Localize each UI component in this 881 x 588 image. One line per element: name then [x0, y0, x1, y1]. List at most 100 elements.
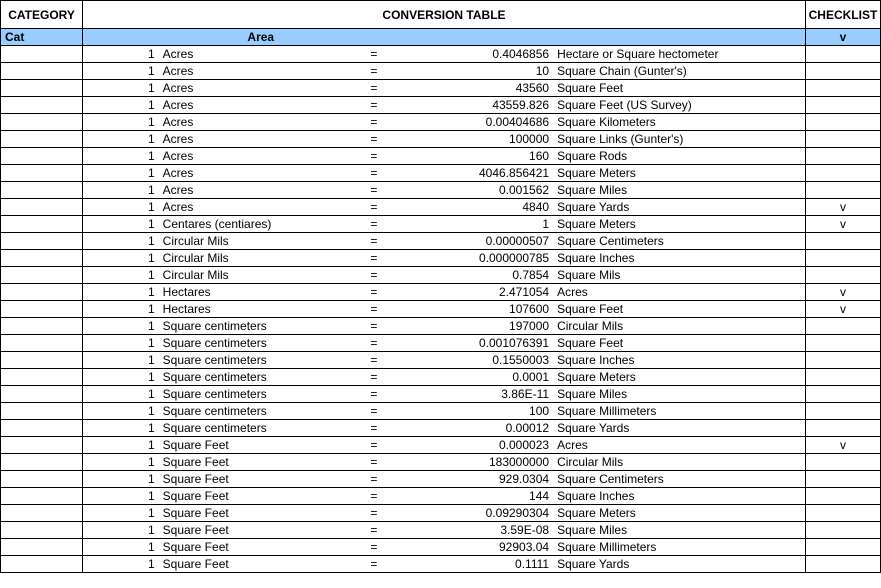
- cell-equals: =: [359, 46, 389, 63]
- cell-checklist: [805, 386, 880, 403]
- header-checklist: CHECKLIST: [805, 1, 880, 29]
- cell-value: 144: [389, 488, 553, 505]
- cell-qty: 1: [83, 352, 159, 369]
- cell-value: 0.00012: [389, 420, 553, 437]
- cell-value: 43560: [389, 80, 553, 97]
- cell-qty: 1: [83, 488, 159, 505]
- cell-checklist: [805, 148, 880, 165]
- header-conversion-table: CONVERSION TABLE: [83, 1, 806, 29]
- cell-value: 2.471054: [389, 284, 553, 301]
- cell-value: 1: [389, 216, 553, 233]
- table-row: 1Acres=100000Square Links (Gunter's): [1, 131, 881, 148]
- cell-category: [1, 471, 83, 488]
- cell-checklist: [805, 352, 880, 369]
- cell-equals: =: [359, 522, 389, 539]
- cell-to-unit: Square Feet: [553, 335, 805, 352]
- cell-category: [1, 437, 83, 454]
- cell-equals: =: [359, 488, 389, 505]
- cell-to-unit: Square Kilometers: [553, 114, 805, 131]
- cell-checklist: [805, 80, 880, 97]
- cell-equals: =: [359, 97, 389, 114]
- cell-value: 100000: [389, 131, 553, 148]
- cell-to-unit: Square Feet: [553, 301, 805, 318]
- cell-category: [1, 97, 83, 114]
- cell-equals: =: [359, 148, 389, 165]
- cell-qty: 1: [83, 301, 159, 318]
- cell-checklist: v: [805, 216, 880, 233]
- cell-qty: 1: [83, 369, 159, 386]
- cell-category: [1, 233, 83, 250]
- cell-from-unit: Square centimeters: [159, 352, 359, 369]
- cell-value: 3.59E-08: [389, 522, 553, 539]
- cell-qty: 1: [83, 165, 159, 182]
- cell-checklist: [805, 131, 880, 148]
- cell-qty: 1: [83, 233, 159, 250]
- cell-value: 0.1550003: [389, 352, 553, 369]
- cell-to-unit: Circular Mils: [553, 454, 805, 471]
- cell-category: [1, 250, 83, 267]
- table-row: 1Acres=4840Square Yardsv: [1, 199, 881, 216]
- cell-category: [1, 131, 83, 148]
- cell-category: [1, 114, 83, 131]
- table-row: 1Square Feet=0.000023Acresv: [1, 437, 881, 454]
- cell-equals: =: [359, 131, 389, 148]
- cell-equals: =: [359, 165, 389, 182]
- cell-value: 160: [389, 148, 553, 165]
- cell-from-unit: Square centimeters: [159, 335, 359, 352]
- cell-category: [1, 63, 83, 80]
- cell-value: 0.4046856: [389, 46, 553, 63]
- cell-value: 100: [389, 403, 553, 420]
- cell-value: 3.86E-11: [389, 386, 553, 403]
- cell-checklist: [805, 63, 880, 80]
- subheader-v: v: [805, 29, 880, 46]
- cell-value: 43559.826: [389, 97, 553, 114]
- cell-checklist: [805, 335, 880, 352]
- cell-category: [1, 505, 83, 522]
- cell-from-unit: Square Feet: [159, 471, 359, 488]
- cell-from-unit: Square Feet: [159, 454, 359, 471]
- cell-to-unit: Square Millimeters: [553, 403, 805, 420]
- cell-equals: =: [359, 284, 389, 301]
- cell-category: [1, 454, 83, 471]
- cell-equals: =: [359, 199, 389, 216]
- cell-qty: 1: [83, 114, 159, 131]
- table-row: 1Centares (centiares)=1Square Metersv: [1, 216, 881, 233]
- cell-equals: =: [359, 454, 389, 471]
- cell-equals: =: [359, 114, 389, 131]
- cell-qty: 1: [83, 454, 159, 471]
- cell-value: 183000000: [389, 454, 553, 471]
- cell-to-unit: Square Meters: [553, 216, 805, 233]
- cell-value: 0.1111: [389, 556, 553, 573]
- cell-equals: =: [359, 437, 389, 454]
- table-row: 1Square centimeters=0.0001Square Meters: [1, 369, 881, 386]
- cell-qty: 1: [83, 386, 159, 403]
- cell-to-unit: Square Inches: [553, 250, 805, 267]
- cell-from-unit: Acres: [159, 63, 359, 80]
- table-row: 1Acres=10Square Chain (Gunter's): [1, 63, 881, 80]
- cell-to-unit: Acres: [553, 437, 805, 454]
- subheader-eq: [359, 29, 389, 46]
- cell-from-unit: Acres: [159, 182, 359, 199]
- cell-category: [1, 148, 83, 165]
- cell-equals: =: [359, 267, 389, 284]
- cell-checklist: [805, 556, 880, 573]
- cell-equals: =: [359, 386, 389, 403]
- cell-checklist: [805, 318, 880, 335]
- cell-equals: =: [359, 369, 389, 386]
- cell-value: 0.000000785: [389, 250, 553, 267]
- cell-checklist: [805, 114, 880, 131]
- table-row: 1Acres=0.00404686Square Kilometers: [1, 114, 881, 131]
- cell-category: [1, 46, 83, 63]
- table-row: 1Square centimeters=0.1550003Square Inch…: [1, 352, 881, 369]
- cell-qty: 1: [83, 97, 159, 114]
- cell-qty: 1: [83, 250, 159, 267]
- cell-to-unit: Square Meters: [553, 165, 805, 182]
- cell-category: [1, 318, 83, 335]
- cell-value: 0.7854: [389, 267, 553, 284]
- cell-qty: 1: [83, 335, 159, 352]
- cell-category: [1, 216, 83, 233]
- cell-to-unit: Square Inches: [553, 352, 805, 369]
- cell-qty: 1: [83, 522, 159, 539]
- table-row: 1Square Feet=929.0304Square Centimeters: [1, 471, 881, 488]
- cell-to-unit: Square Yards: [553, 420, 805, 437]
